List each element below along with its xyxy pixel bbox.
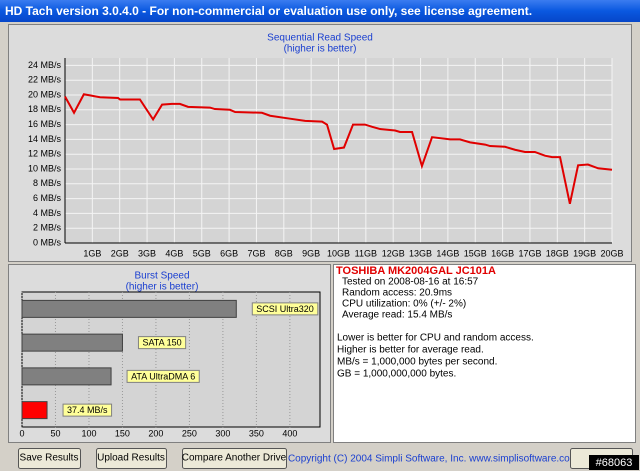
- y-tick-label: 24 MB/s: [28, 60, 62, 70]
- x-tick-label: 250: [182, 428, 197, 438]
- button[interactable]: [96, 448, 167, 469]
- burst-chart: Burst Speed (higher is better) 0 50 100 150…: [19, 271, 321, 438]
- copyright: Copyright (C) 2004 Simpli Software, Inc.…: [288, 454, 578, 465]
- chart-subtitle: (higher is better): [126, 282, 199, 293]
- bar-label: SCSI Ultra320: [256, 304, 314, 314]
- note: Lower is better for CPU and random acces…: [337, 333, 534, 344]
- drive-model: TOSHIBA MK2004GAL JC101A: [336, 265, 496, 277]
- y-tick-label: 4 MB/s: [33, 208, 62, 218]
- x-tick-label: 4GB: [165, 248, 183, 258]
- label-box: [251, 302, 319, 316]
- y-tick-label: 8 MB/s: [33, 178, 62, 188]
- x-tick-label: 300: [215, 428, 230, 438]
- x-tick-label: 9GB: [302, 248, 320, 258]
- value-label: 37.4 MB/s: [67, 405, 108, 415]
- x-tick-label: 7GB: [247, 248, 265, 258]
- detail: Average read: 15.4 MB/s: [342, 310, 452, 321]
- x-tick-label: 8GB: [275, 248, 293, 258]
- y-tick-label: 6 MB/s: [33, 193, 62, 203]
- watermark-box: [589, 455, 639, 470]
- read-chart: Sequential Read Speed (higher is better)…: [28, 33, 624, 259]
- label-box: [62, 403, 113, 417]
- info-panel: [333, 264, 636, 443]
- chart-title: Sequential Read Speed: [267, 33, 373, 44]
- y-tick-label: 10 MB/s: [28, 163, 62, 173]
- x-tick-label: 13GB: [409, 248, 432, 258]
- x-tick-label: 3GB: [138, 248, 156, 258]
- x-tick-label: 200: [148, 428, 163, 438]
- bar: [21, 299, 237, 318]
- window-title: HD Tach version 3.0.4.0 - For non-commer…: [5, 4, 532, 18]
- bar: [21, 367, 112, 386]
- x-tick-label: 400: [282, 428, 297, 438]
- bar: [21, 333, 123, 352]
- y-tick-label: 22 MB/s: [28, 75, 62, 85]
- x-tick-label: 14GB: [436, 248, 459, 258]
- read-line: [64, 93, 613, 204]
- x-tick-label: 100: [81, 428, 96, 438]
- x-tick-label: 17GB: [518, 248, 541, 258]
- label-box: [137, 336, 187, 350]
- x-tick-label: 11GB: [355, 248, 377, 258]
- title-bar: [0, 0, 640, 22]
- note: MB/s = 1,000,000 bytes per second.: [337, 357, 497, 368]
- x-tick-label: 1GB: [83, 248, 101, 258]
- x-tick-label: 12GB: [382, 248, 405, 258]
- x-tick-label: 15GB: [464, 248, 487, 258]
- x-tick-label: 18GB: [546, 248, 569, 258]
- button[interactable]: [182, 448, 287, 469]
- detail: Random access: 20.9ms: [342, 288, 452, 299]
- note: Higher is better for average read.: [337, 345, 484, 356]
- y-tick-label: 0 MB/s: [33, 237, 62, 247]
- x-tick-label: 350: [249, 428, 264, 438]
- chart-subtitle: (higher is better): [284, 44, 357, 55]
- detail: Tested on 2008-08-16 at 16:57: [342, 277, 479, 288]
- bar-label: SATA 150: [142, 338, 181, 348]
- label-box: [126, 369, 200, 383]
- x-tick-label: 6GB: [220, 248, 238, 258]
- bar-label: ATA UltraDMA 6: [131, 371, 195, 381]
- x-tick-label: 5GB: [193, 248, 211, 258]
- chart-title: Burst Speed: [134, 271, 189, 282]
- button-bar: Save Results Upload Results Compare Anot…: [18, 448, 639, 470]
- button-label[interactable]: Save Results: [20, 453, 79, 464]
- x-tick-label: 10GB: [327, 248, 350, 258]
- y-tick-label: 16 MB/s: [28, 119, 62, 129]
- watermark: #68063: [596, 457, 633, 469]
- y-tick-label: 2 MB/s: [33, 223, 62, 233]
- x-tick-label: 2GB: [111, 248, 129, 258]
- x-tick-label: 19GB: [573, 248, 596, 258]
- x-tick-label: 150: [115, 428, 130, 438]
- note: GB = 1,000,000,000 bytes.: [337, 369, 456, 380]
- button[interactable]: [18, 448, 81, 469]
- x-tick-label: 50: [50, 428, 60, 438]
- y-tick-label: 12 MB/s: [28, 149, 62, 159]
- bar: [21, 401, 48, 420]
- button-label[interactable]: Upload Results: [97, 453, 165, 464]
- detail: CPU utilization: 0% (+/- 2%): [342, 299, 466, 310]
- x-tick-label: 0: [19, 428, 24, 438]
- y-tick-label: 20 MB/s: [28, 89, 62, 99]
- y-tick-label: 18 MB/s: [28, 104, 62, 114]
- drive-info: TOSHIBA MK2004GAL JC101A Tested on 2008-…: [336, 265, 534, 380]
- x-tick-label: 16GB: [491, 248, 514, 258]
- button-label[interactable]: Compare Another Drive: [182, 453, 287, 464]
- x-tick-label: 20GB: [600, 248, 623, 258]
- y-tick-label: 14 MB/s: [28, 134, 62, 144]
